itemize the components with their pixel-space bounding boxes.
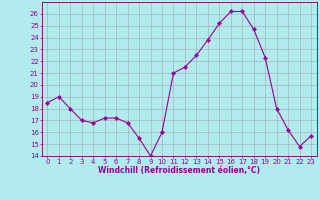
X-axis label: Windchill (Refroidissement éolien,°C): Windchill (Refroidissement éolien,°C) [98,166,260,175]
